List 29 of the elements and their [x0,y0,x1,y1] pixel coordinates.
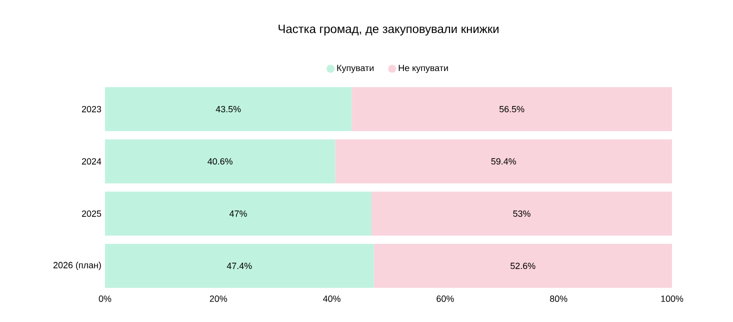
bar [105,244,374,288]
chart-title: Частка громад, де закуповували книжки [278,24,498,36]
bar [335,139,672,184]
y-tick-label: 2026 (план) [53,262,101,270]
bar [105,192,372,236]
bar [105,87,352,132]
x-tick-label: 80% [550,296,568,302]
x-tick-label: 0% [98,296,112,302]
x-tick-label: 40% [323,296,340,302]
x-tick-label: 20% [210,296,228,302]
data-label: 47.4% [226,262,252,270]
data-label: 59.4% [491,158,516,165]
data-label: 56.5% [499,106,524,112]
bar [371,192,672,236]
data-label: 40.6% [208,158,232,165]
bar [105,139,336,184]
bar [374,244,672,288]
y-tick-label: 2024 [82,158,102,165]
x-tick-label: 60% [436,296,454,302]
data-label: 52.6% [510,262,536,270]
data-label: 43.5% [216,106,241,112]
data-label: 53% [513,210,530,217]
y-tick-label: 2025 [82,210,102,217]
legend-label: Не купувати [398,64,448,73]
data-label: 47% [229,210,247,217]
bar [352,87,672,132]
legend-label: Купувати [337,64,374,73]
y-tick-label: 2023 [82,106,102,112]
x-tick-label: 100% [661,296,684,302]
